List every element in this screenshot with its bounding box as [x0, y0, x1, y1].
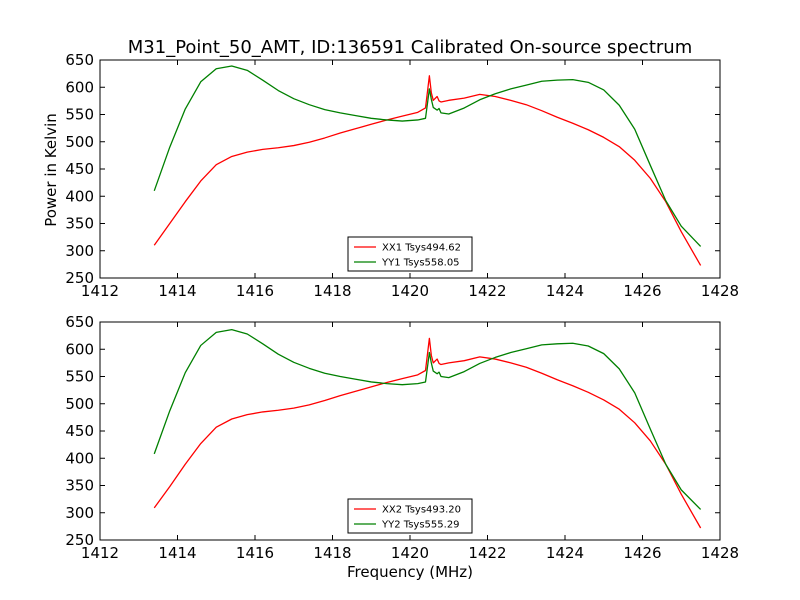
- legend-box: [347, 236, 473, 272]
- series-line-2: [153, 328, 702, 510]
- x-tick-label: 1424: [546, 282, 584, 300]
- y-tick-label: 500: [65, 133, 94, 151]
- legend-label: YY2 Tsys555.29: [381, 520, 460, 531]
- x-tick-label: 1414: [158, 282, 196, 300]
- x-tick-label: 1412: [81, 282, 119, 300]
- y-tick-label: 450: [65, 160, 94, 178]
- y-tick-label: 250: [65, 269, 94, 287]
- x-tick-label: 1416: [236, 544, 274, 562]
- x-tick-label: 1416: [236, 282, 274, 300]
- y-tick-label: 650: [65, 51, 94, 69]
- x-tick-label: 1412: [81, 544, 119, 562]
- x-tick-label: 1424: [546, 544, 584, 562]
- legend: XX1 Tsys494.62 YY1 Tsys558.05: [347, 236, 473, 272]
- x-tick-label: 1418: [313, 544, 351, 562]
- chart-title: M31_Point_50_AMT, ID:136591 Calibrated O…: [128, 37, 692, 58]
- x-tick-label: 1428: [701, 544, 739, 562]
- series-line-2: [153, 65, 702, 247]
- y-tick-label: 450: [65, 422, 94, 440]
- y-tick-label: 350: [65, 215, 94, 233]
- legend-label: XX2 Tsys493.20: [382, 505, 461, 516]
- y-tick-label: 650: [65, 313, 94, 331]
- x-tick-label: 1426: [623, 282, 661, 300]
- x-tick-label: 1420: [391, 282, 429, 300]
- y-tick-label: 300: [65, 504, 94, 522]
- y-tick-label: 400: [65, 449, 94, 467]
- y-tick-label: 400: [65, 187, 94, 205]
- y-tick-label: 300: [65, 242, 94, 260]
- legend: XX2 Tsys493.20 YY2 Tsys555.29: [347, 498, 473, 534]
- x-tick-label: 1426: [623, 544, 661, 562]
- x-tick-label: 1422: [468, 282, 506, 300]
- legend-box: [347, 498, 473, 534]
- legend-label: XX1 Tsys494.62: [382, 243, 461, 254]
- y-tick-label: 600: [65, 340, 94, 358]
- top-subplot: 1412 1414 1416 1418 1420 1422 1424 1426 1428 250 3…: [65, 51, 739, 300]
- y-tick-label: 600: [65, 78, 94, 96]
- x-tick-label: 1428: [701, 282, 739, 300]
- x-tick-label: 1422: [468, 544, 506, 562]
- y-tick-label: 250: [65, 531, 94, 549]
- bottom-subplot: 1412 1414 1416 1418 1420 1422 1424 1426 1428 250 3…: [65, 313, 739, 562]
- y-tick-label: 350: [65, 477, 94, 495]
- y-axis-label-top: Power in Kelvin: [42, 113, 60, 227]
- legend-label: YY1 Tsys558.05: [381, 258, 460, 269]
- series-line-1: [153, 337, 702, 529]
- y-tick-label: 550: [65, 368, 94, 386]
- y-tick-label: 550: [65, 106, 94, 124]
- x-tick-label: 1414: [158, 544, 196, 562]
- x-axis-label-bottom: Frequency (MHz): [347, 563, 473, 581]
- series-line-1: [153, 75, 702, 266]
- x-tick-label: 1418: [313, 282, 351, 300]
- y-tick-label: 500: [65, 395, 94, 413]
- x-tick-label: 1420: [391, 544, 429, 562]
